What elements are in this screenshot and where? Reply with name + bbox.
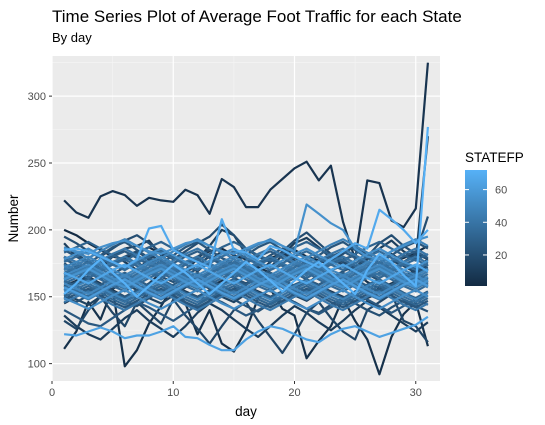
series-line-statefp-50 (63, 274, 429, 296)
y-tick-label: 250 (28, 158, 46, 170)
series-line-statefp-44 (63, 258, 429, 280)
y-tick-label: 300 (28, 91, 46, 103)
x-axis-ticks: 0 10 20 30 (49, 381, 422, 399)
y-axis-ticks: 100 150 200 250 300 (28, 91, 52, 371)
legend-colorbar (465, 170, 487, 286)
legend-title: STATEFP (465, 150, 524, 165)
chart-title: Time Series Plot of Average Foot Traffic… (52, 7, 462, 26)
series-line-statefp-6 (63, 62, 429, 261)
legend-tick-label: 40 (495, 217, 507, 229)
series-line-statefp-47 (63, 238, 429, 260)
series-line-statefp-55 (63, 203, 429, 261)
series-line-statefp-56 (63, 267, 429, 289)
series-line-statefp-29 (63, 278, 429, 300)
y-tick-label: 100 (28, 359, 46, 371)
series-lines (63, 62, 429, 376)
series-line-statefp-72 (63, 126, 429, 298)
series-line-statefp-46 (63, 266, 429, 288)
y-tick-label: 200 (28, 225, 46, 237)
legend-tick-label: 20 (495, 250, 507, 262)
series-line-statefp-10 (63, 299, 429, 341)
x-tick-label: 30 (410, 387, 422, 399)
legend-tick-label: 60 (495, 185, 507, 197)
y-axis-title: Number (6, 194, 21, 243)
series-line-statefp-64 (63, 315, 429, 352)
x-tick-label: 0 (49, 387, 55, 399)
series-line-statefp-42 (63, 290, 429, 312)
series-line-statefp-20 (63, 287, 429, 317)
minor-grid (52, 56, 440, 381)
series-line-statefp-60 (63, 278, 429, 300)
plot-panel (52, 56, 440, 381)
x-axis-title: day (235, 404, 257, 419)
series-line-statefp-68 (63, 208, 429, 269)
series-line-statefp-45 (63, 279, 429, 301)
series-line-statefp-53 (63, 289, 429, 310)
series-line-statefp-4 (63, 284, 429, 376)
legend-ticks: 20 40 60 (465, 185, 507, 262)
y-tick-label: 150 (28, 292, 46, 304)
chart-subtitle: By day (52, 30, 92, 45)
x-tick-label: 10 (167, 387, 179, 399)
x-tick-label: 20 (288, 387, 300, 399)
series-line-statefp-66 (63, 263, 429, 285)
